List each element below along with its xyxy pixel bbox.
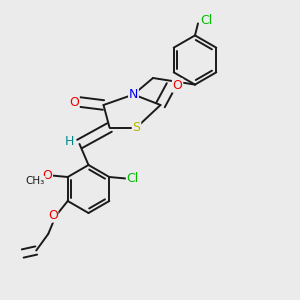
Text: S: S: [133, 121, 140, 134]
Text: N: N: [129, 88, 138, 101]
Text: O: O: [48, 209, 58, 222]
Text: Cl: Cl: [200, 14, 212, 27]
Text: Cl: Cl: [127, 172, 139, 185]
Text: O: O: [42, 169, 52, 182]
Text: H: H: [65, 135, 75, 148]
Text: CH₃: CH₃: [26, 176, 45, 187]
Text: O: O: [173, 79, 182, 92]
Text: O: O: [69, 95, 79, 109]
